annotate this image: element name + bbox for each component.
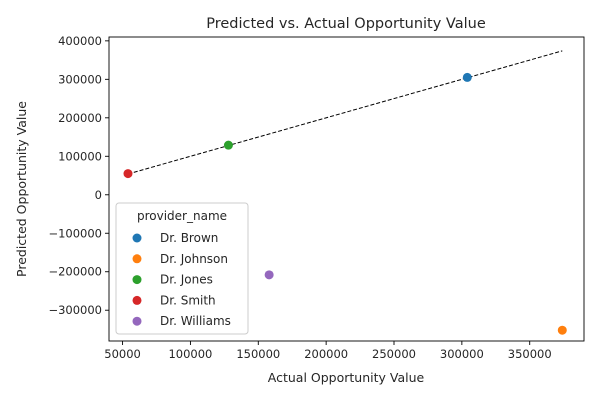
y-tick-label: 200000 bbox=[58, 111, 102, 125]
x-axis-label: Actual Opportunity Value bbox=[268, 370, 425, 385]
y-tick-label: 300000 bbox=[58, 72, 102, 86]
legend: provider_name Dr. Brown Dr. Johnson Dr. Jo… bbox=[115, 202, 249, 335]
y-tick-label: −300000 bbox=[48, 303, 102, 317]
legend-label: Dr. Brown bbox=[160, 231, 218, 245]
y-axis-label: Predicted Opportunity Value bbox=[14, 101, 29, 277]
data-point bbox=[264, 270, 274, 280]
reference-line bbox=[127, 50, 563, 175]
data-point bbox=[462, 72, 472, 82]
data-point bbox=[557, 325, 567, 335]
data-point bbox=[123, 169, 133, 179]
x-tick-label: 50000 bbox=[104, 347, 141, 361]
legend-label: Dr. Williams bbox=[160, 314, 231, 328]
legend-marker bbox=[132, 316, 142, 326]
chart-title: Predicted vs. Actual Opportunity Value bbox=[206, 16, 486, 32]
data-points bbox=[123, 50, 567, 335]
y-axis: −300000 −200000 −100000 0 100000 200000 300000… bbox=[48, 34, 109, 317]
legend-marker bbox=[132, 254, 142, 264]
y-tick-label: −100000 bbox=[48, 226, 102, 240]
x-tick-label: 150000 bbox=[236, 347, 280, 361]
data-point bbox=[223, 140, 233, 150]
legend-marker bbox=[132, 275, 142, 285]
legend-title: provider_name bbox=[137, 209, 227, 223]
y-tick-label: 400000 bbox=[58, 34, 102, 48]
legend-label: Dr. Smith bbox=[160, 293, 216, 307]
legend-marker bbox=[132, 233, 142, 243]
y-tick-label: −200000 bbox=[48, 265, 102, 279]
legend-marker bbox=[132, 295, 142, 305]
legend-label: Dr. Johnson bbox=[160, 252, 228, 266]
y-tick-label: 100000 bbox=[58, 149, 102, 163]
x-tick-label: 200000 bbox=[304, 347, 348, 361]
legend-label: Dr. Jones bbox=[160, 273, 213, 287]
plot-area bbox=[108, 36, 585, 342]
y-tick-label: 0 bbox=[95, 188, 102, 202]
x-tick-label: 350000 bbox=[508, 347, 552, 361]
plot-frame bbox=[108, 36, 585, 342]
x-tick-label: 250000 bbox=[372, 347, 416, 361]
x-axis: 50000 100000 150000 200000 250000 300000 35000… bbox=[104, 341, 552, 361]
x-tick-label: 100000 bbox=[168, 347, 212, 361]
legend-entries: Dr. Brown Dr. Johnson Dr. Jones Dr. Smith Dr… bbox=[132, 231, 231, 328]
legend-frame bbox=[115, 202, 249, 335]
x-tick-label: 300000 bbox=[440, 347, 484, 361]
